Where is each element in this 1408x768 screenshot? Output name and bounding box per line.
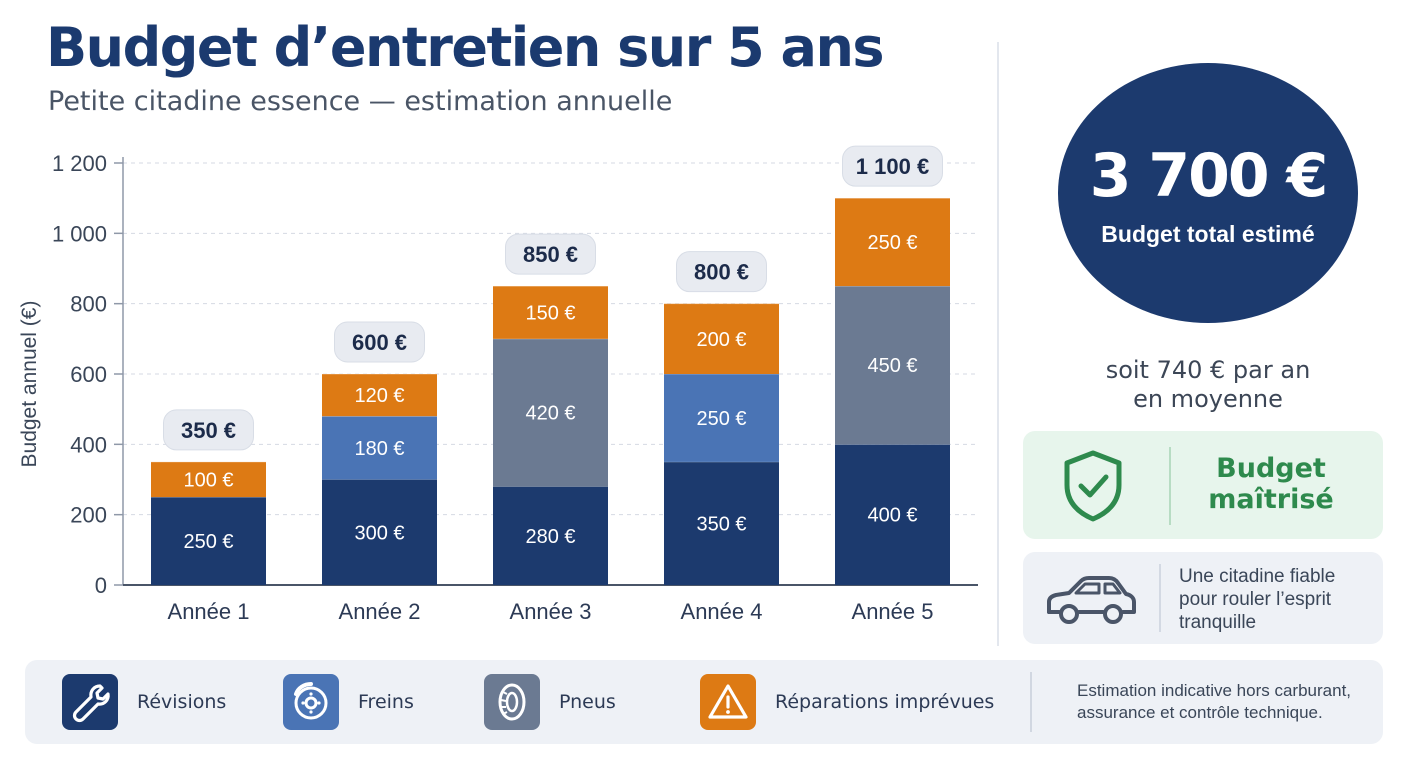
bar-value-label: 300 €: [354, 522, 404, 544]
wrench-icon: [62, 674, 118, 730]
average-line-1: soit 740 € par an: [1105, 356, 1311, 384]
total-pill: [842, 145, 943, 187]
bar-value-label: 250 €: [696, 408, 746, 430]
bar-value-label: 180 €: [354, 438, 404, 460]
bar-segment: [835, 444, 950, 585]
badge-separator: [1169, 447, 1171, 525]
bar-total-label: 350 €: [181, 418, 236, 443]
bar-segment: [151, 461, 266, 498]
total-budget-circle: 3 700 € Budget total estimé: [1058, 63, 1358, 323]
bar-segment: [322, 416, 437, 480]
x-tick-label: Année 4: [681, 599, 763, 624]
tire-icon: [484, 674, 540, 730]
budget-ok-text: Budget maîtrisé: [1191, 453, 1351, 515]
bar-segment: [664, 303, 779, 374]
bar-value-label: 250 €: [867, 232, 917, 254]
average-line-2: en moyenne: [1133, 385, 1283, 413]
legend-note: Estimation indicative hors carburant, as…: [1077, 681, 1352, 722]
reliable-car-text: Une citadine fiable pour rouler l’esprit…: [1179, 566, 1336, 633]
total-pill: [676, 251, 767, 293]
bar-value-label: 150 €: [525, 302, 575, 324]
total-pill: [505, 233, 596, 275]
legend-label: Révisions: [137, 691, 227, 713]
page-title: Budget d’entretien sur 5 ans: [46, 16, 885, 79]
bar-segment: [835, 198, 950, 287]
car-icon: [1047, 576, 1136, 624]
y-tick-label: 1 000: [52, 221, 107, 246]
y-tick-label: 800: [70, 292, 107, 317]
bar-total-label: 850 €: [523, 242, 578, 267]
y-axis-label: Budget annuel (€): [18, 301, 41, 468]
bar-segment: [664, 374, 779, 462]
bar-total-label: 600 €: [352, 330, 407, 355]
y-tick-label: 1 200: [52, 151, 107, 176]
total-pill: [163, 409, 254, 451]
legend-label: Pneus: [559, 691, 616, 713]
x-tick-label: Année 2: [339, 599, 421, 624]
bar-segment: [322, 479, 437, 585]
y-tick-label: 0: [95, 573, 107, 598]
legend-separator: [1030, 672, 1032, 732]
bar-segment: [493, 486, 608, 585]
warning-icon: [700, 674, 756, 730]
reliable-car-badge: Une citadine fiable pour rouler l’esprit…: [1023, 552, 1383, 644]
y-tick-label: 600: [70, 362, 107, 387]
bar-segment: [493, 338, 608, 487]
bar-value-label: 400 €: [867, 505, 917, 527]
total-budget-value: 3 700 €: [1089, 141, 1329, 211]
bar-value-label: 120 €: [354, 385, 404, 407]
bar-value-label: 200 €: [696, 329, 746, 351]
bar-segment: [835, 286, 950, 445]
bar-segment: [493, 286, 608, 339]
legend-label: Réparations imprévues: [775, 691, 995, 713]
bar-value-label: 100 €: [183, 470, 233, 492]
stacked-bar-chart: 0 200 400 600 800 1 000 1 200 Budget annuel (€)…: [18, 145, 978, 624]
y-tick-label: 400: [70, 432, 107, 457]
legend: Révisions Freins Pneus: [25, 660, 1383, 744]
x-tick-label: Année 5: [852, 599, 934, 624]
bar-segment: [151, 497, 266, 585]
x-tick-label: Année 1: [168, 599, 250, 624]
brake-disc-icon: [283, 674, 339, 730]
bar-value-label: 350 €: [696, 513, 746, 535]
y-tick-label: 200: [70, 503, 107, 528]
legend-label: Freins: [358, 691, 414, 713]
bar-value-label: 450 €: [867, 355, 917, 377]
budget-ok-line-2: maîtrisé: [1208, 484, 1334, 515]
bar-value-label: 280 €: [525, 526, 575, 548]
x-tick-label: Année 3: [510, 599, 592, 624]
bar-total-label: 1 100 €: [856, 154, 929, 179]
vertical-divider: [997, 42, 999, 646]
total-pill: [334, 321, 425, 363]
shield-check-icon: [1064, 450, 1122, 522]
bar-value-label: 250 €: [183, 531, 233, 553]
bar-total-label: 800 €: [694, 260, 749, 285]
total-budget-label: Budget total estimé: [1101, 221, 1315, 247]
bar-segment: [322, 374, 437, 417]
bar-value-label: 420 €: [525, 403, 575, 425]
badge-separator: [1159, 564, 1161, 632]
average-per-year: soit 740 € par an en moyenne: [1058, 356, 1358, 414]
bar-segment: [664, 461, 779, 585]
page-subtitle: Petite citadine essence — estimation ann…: [48, 86, 673, 117]
budget-ok-line-1: Budget: [1216, 453, 1326, 484]
budget-ok-badge: Budget maîtrisé: [1023, 431, 1383, 539]
